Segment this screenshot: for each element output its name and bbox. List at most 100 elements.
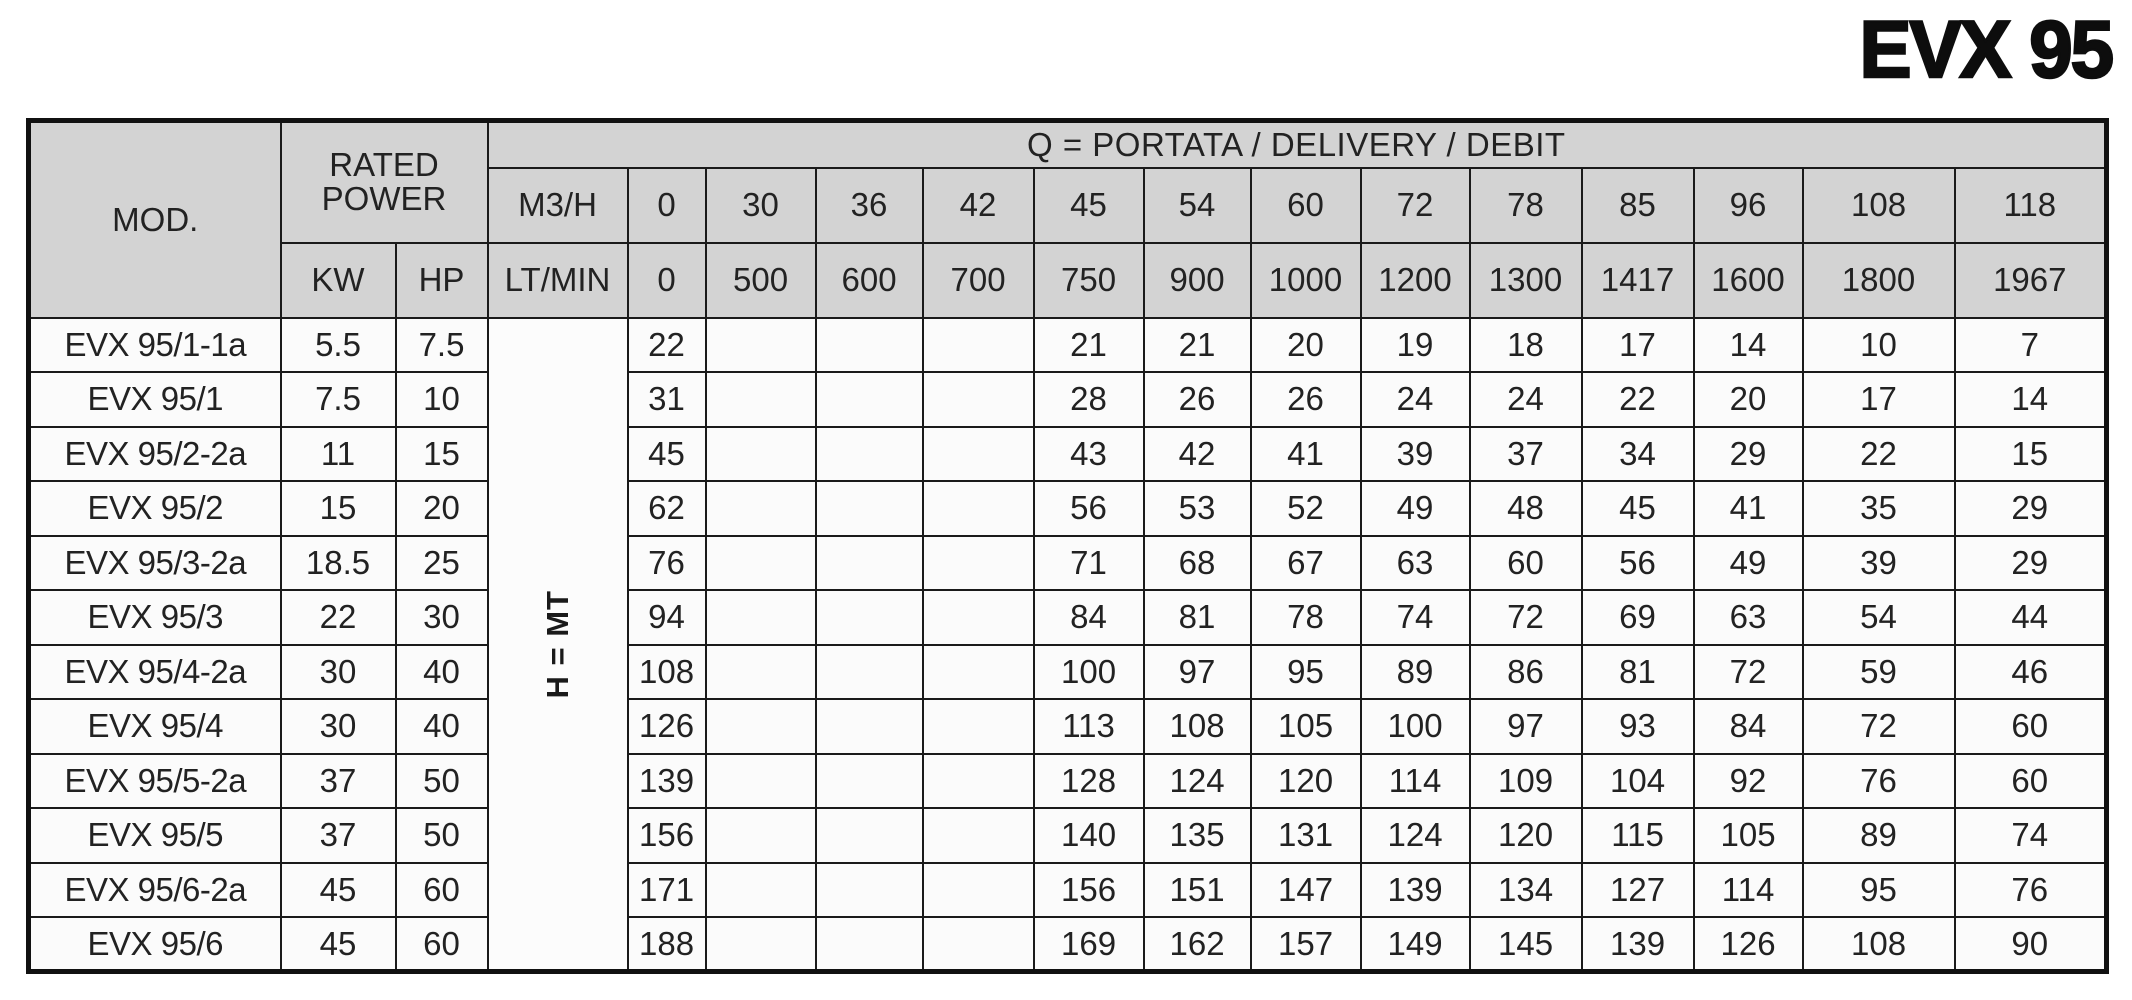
head-value: 115 <box>1580 807 1695 864</box>
head-value: 72 <box>1468 589 1583 646</box>
head-value: 76 <box>626 534 707 591</box>
head-value: 29 <box>1953 480 2108 537</box>
head-value: 52 <box>1249 480 1362 537</box>
head-value: 104 <box>1580 752 1695 809</box>
kw-value: 11 <box>279 425 397 482</box>
ltmin-value: 0 <box>626 241 707 319</box>
head-value <box>704 371 817 428</box>
head-value: 62 <box>626 480 707 537</box>
head-value <box>814 698 924 755</box>
head-value: 63 <box>1359 534 1471 591</box>
m3h-header-row: M3/H 0 30 36 42 45 54 60 72 78 85 96 108… <box>29 166 2108 244</box>
head-value <box>704 316 817 373</box>
page-title: EVX 95 <box>1858 2 2115 96</box>
head-value: 84 <box>1692 698 1804 755</box>
head-value: 46 <box>1953 643 2108 700</box>
head-value <box>921 480 1035 537</box>
head-value <box>921 752 1035 809</box>
head-value: 22 <box>1801 425 1956 482</box>
kw-value: 15 <box>279 480 397 537</box>
head-value: 94 <box>626 589 707 646</box>
head-value: 139 <box>626 752 707 809</box>
head-value <box>921 425 1035 482</box>
head-value: 147 <box>1249 861 1362 918</box>
ltmin-value: 700 <box>921 241 1035 319</box>
hp-value: 50 <box>394 807 489 864</box>
table-row: EVX 95/6-2a 45 60 171 156 151 147 139 13… <box>27 861 2108 918</box>
head-value: 113 <box>1032 698 1145 755</box>
head-value: 76 <box>1801 752 1956 809</box>
m3h-value: 45 <box>1032 166 1145 244</box>
kw-value: 30 <box>279 643 397 700</box>
head-value: 24 <box>1359 371 1471 428</box>
head-value <box>704 752 817 809</box>
head-value: 100 <box>1359 698 1471 755</box>
head-value: 156 <box>626 807 707 864</box>
head-value: 89 <box>1801 807 1956 864</box>
model-name: EVX 95/5-2a <box>27 752 282 809</box>
ltmin-value: 900 <box>1142 241 1252 319</box>
head-value <box>814 589 924 646</box>
head-value: 109 <box>1468 752 1583 809</box>
head-value <box>921 371 1035 428</box>
m3h-value: 60 <box>1249 166 1362 244</box>
head-value <box>814 643 924 700</box>
head-value <box>921 698 1035 755</box>
table-row: EVX 95/2-2a 11 15 45 43 42 41 39 37 34 2… <box>27 425 2108 482</box>
ltmin-value: 1000 <box>1249 241 1362 319</box>
kw-value: 45 <box>279 861 397 918</box>
head-value: 10 <box>1801 316 1956 373</box>
head-value: 84 <box>1032 589 1145 646</box>
head-value <box>921 807 1035 864</box>
model-name: EVX 95/2 <box>27 480 282 537</box>
head-value: 93 <box>1580 698 1695 755</box>
head-value: 54 <box>1801 589 1956 646</box>
head-value: 128 <box>1032 752 1145 809</box>
m3h-value: 0 <box>626 166 707 244</box>
model-name: EVX 95/3 <box>27 589 282 646</box>
head-value <box>814 316 924 373</box>
head-value: 17 <box>1801 371 1956 428</box>
head-value: 157 <box>1249 916 1362 973</box>
model-name: EVX 95/6-2a <box>27 861 282 918</box>
hp-value: 40 <box>394 698 489 755</box>
head-value <box>704 589 817 646</box>
head-value: 14 <box>1692 316 1804 373</box>
ltmin-header-row: KW HP LT/MIN 0 500 600 700 750 900 1000 … <box>29 241 2108 319</box>
head-value <box>704 425 817 482</box>
head-value: 44 <box>1953 589 2108 646</box>
m3h-value: 72 <box>1359 166 1471 244</box>
table-row: EVX 95/4 30 40 126 113 108 105 100 97 93… <box>27 698 2108 755</box>
head-value: 139 <box>1580 916 1695 973</box>
head-value: 139 <box>1359 861 1471 918</box>
head-value: 60 <box>1468 534 1583 591</box>
table-row: EVX 95/4-2a 30 40 108 100 97 95 89 86 81… <box>27 643 2108 700</box>
head-value: 95 <box>1249 643 1362 700</box>
head-value: 48 <box>1468 480 1583 537</box>
head-value <box>704 534 817 591</box>
m3h-value: 54 <box>1142 166 1252 244</box>
kw-value: 18.5 <box>279 534 397 591</box>
table-row: EVX 95/1-1a 5.5 7.5 H = MT 22 21 21 20 1… <box>27 316 2108 973</box>
head-value: 63 <box>1692 589 1804 646</box>
head-value <box>814 861 924 918</box>
rated-power-line2: POWER <box>321 180 447 218</box>
kw-value: 45 <box>279 916 397 973</box>
head-value: 105 <box>1249 698 1362 755</box>
head-value <box>921 316 1035 373</box>
table-row: EVX 95/5 37 50 156 140 135 131 124 120 1… <box>27 807 2108 864</box>
ltmin-value: 500 <box>704 241 817 319</box>
m3h-value: 30 <box>704 166 817 244</box>
head-value: 72 <box>1801 698 1956 755</box>
head-value <box>704 480 817 537</box>
head-value: 74 <box>1359 589 1471 646</box>
head-value: 20 <box>1249 316 1362 373</box>
q-flow-header-cell: Q = PORTATA / DELIVERY / DEBIT <box>486 119 2108 169</box>
head-value: 24 <box>1468 371 1583 428</box>
head-value: 97 <box>1468 698 1583 755</box>
kw-value: 7.5 <box>279 371 397 428</box>
head-value: 188 <box>626 916 707 973</box>
head-value: 151 <box>1142 861 1252 918</box>
head-value: 72 <box>1692 643 1804 700</box>
head-value: 124 <box>1359 807 1471 864</box>
